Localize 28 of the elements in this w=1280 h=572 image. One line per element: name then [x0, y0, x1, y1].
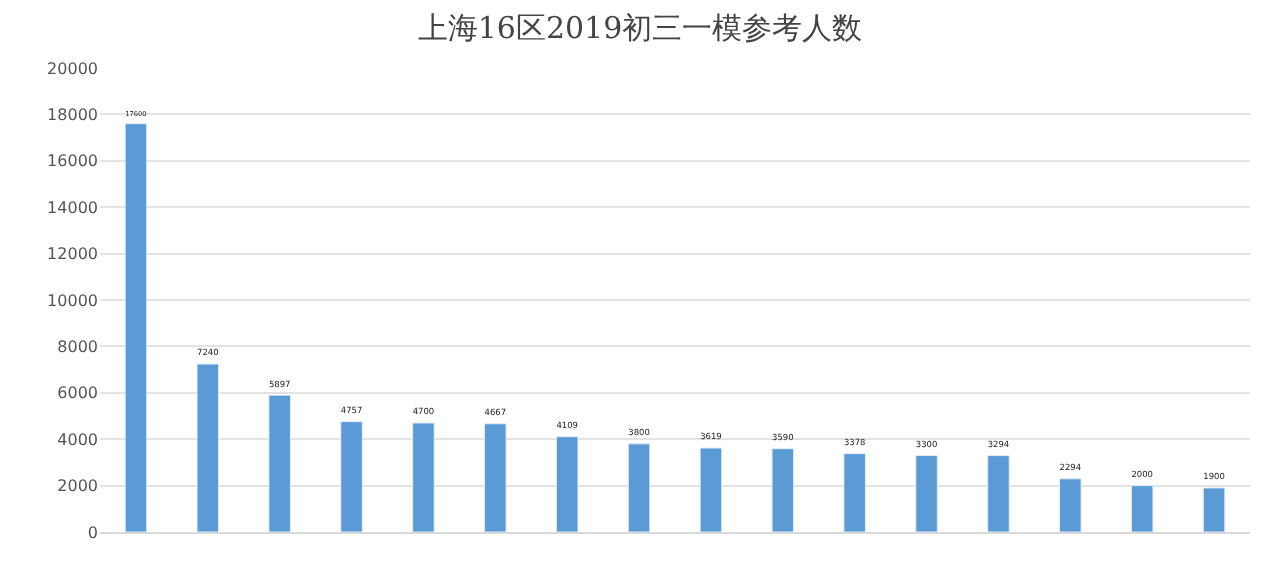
bar: [340, 421, 363, 532]
chart-title: 上海16区2019初三一模参考人数: [417, 10, 863, 47]
bar: [771, 448, 795, 532]
bar: [627, 443, 651, 532]
bar: [699, 447, 723, 532]
y-tick-label: 18000: [47, 106, 98, 124]
y-tick-label: 20000: [47, 59, 98, 78]
y-tick-label: 16000: [47, 152, 98, 171]
y-tick-label: 0: [87, 523, 98, 542]
bar: [196, 363, 220, 532]
y-tick-label: 4000: [57, 430, 98, 449]
y-tick-label: 14000: [47, 198, 98, 217]
bar: [987, 455, 1010, 532]
bar: [124, 123, 148, 532]
bar: [268, 394, 291, 532]
bar: [1130, 485, 1154, 532]
bar: [484, 423, 507, 532]
bar: [915, 454, 938, 532]
bar: [555, 436, 579, 532]
y-tick-label: 2000: [57, 477, 98, 496]
y-tick-label: 12000: [47, 245, 98, 264]
y-tick-label: 10000: [47, 291, 98, 310]
y-tick-label: 8000: [57, 338, 98, 356]
bar: [843, 453, 866, 532]
y-tick-label: 6000: [57, 384, 98, 403]
bar: [1059, 478, 1082, 532]
bar: [412, 422, 435, 532]
bar: [1202, 487, 1226, 532]
